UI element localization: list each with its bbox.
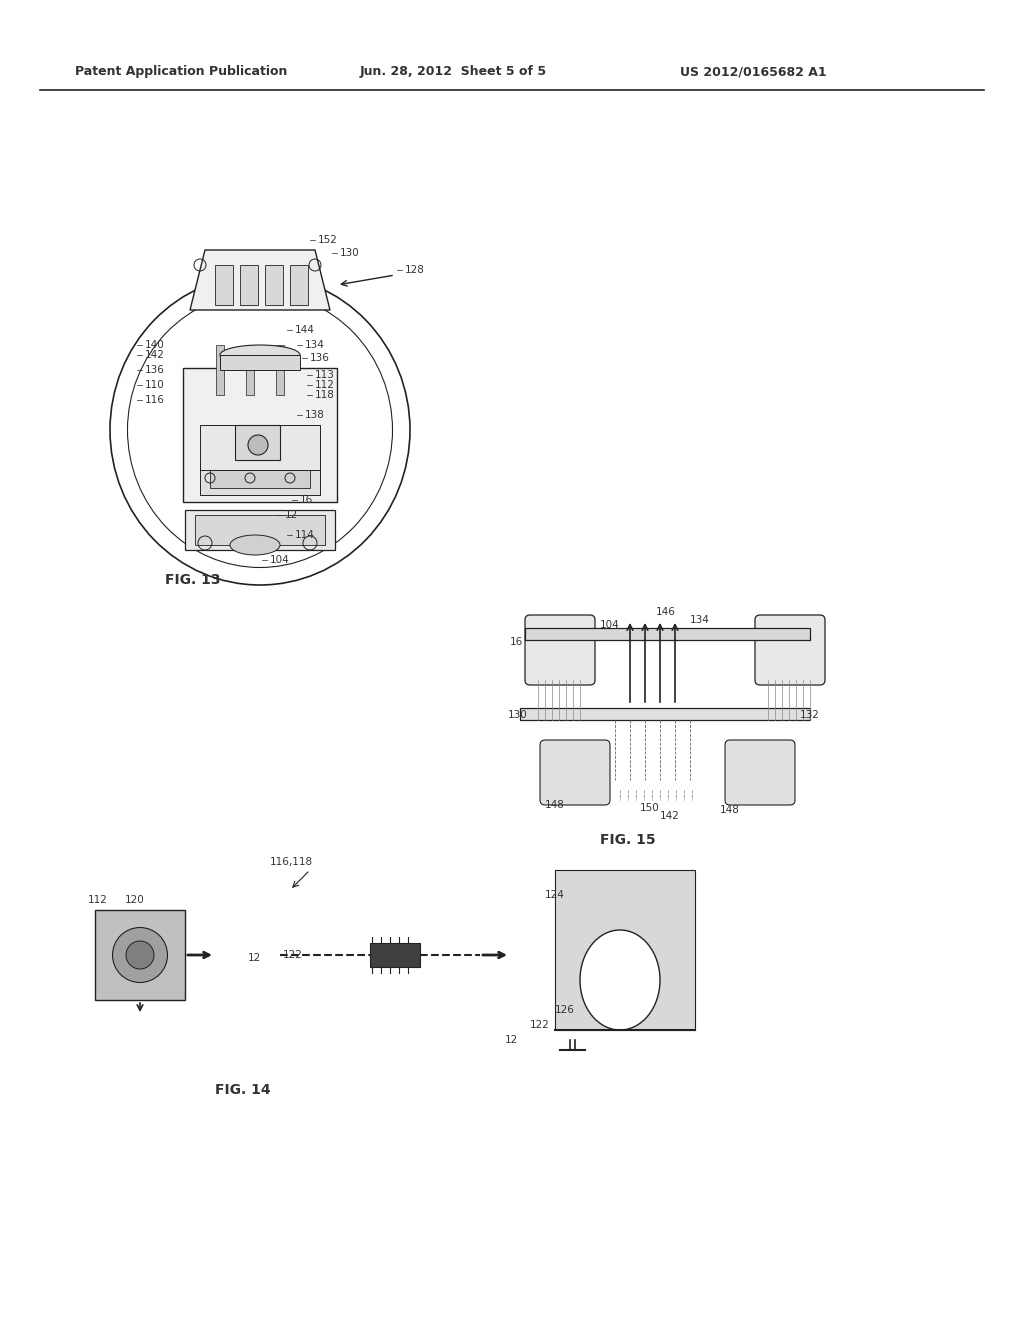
Text: 114: 114: [295, 531, 314, 540]
Bar: [195, 515, 325, 545]
Text: 120: 120: [125, 895, 144, 906]
Text: 130: 130: [508, 710, 527, 719]
Bar: [215, 265, 233, 305]
Ellipse shape: [580, 931, 660, 1030]
Ellipse shape: [113, 928, 168, 982]
Text: 134: 134: [305, 341, 325, 350]
Text: FIG. 13: FIG. 13: [165, 573, 220, 587]
Text: 152: 152: [318, 235, 338, 246]
FancyBboxPatch shape: [725, 741, 795, 805]
Text: 138: 138: [305, 411, 325, 420]
Bar: [265, 265, 283, 305]
Text: 124: 124: [545, 890, 565, 900]
Bar: [200, 465, 319, 495]
Bar: [220, 355, 300, 370]
FancyBboxPatch shape: [540, 741, 610, 805]
Text: FIG. 14: FIG. 14: [215, 1082, 270, 1097]
Bar: [185, 510, 335, 550]
Text: 113: 113: [315, 370, 335, 380]
Text: 12: 12: [505, 1035, 518, 1045]
Text: 150: 150: [640, 803, 659, 813]
Text: 116,118: 116,118: [270, 857, 313, 867]
Text: 116: 116: [145, 395, 165, 405]
Text: 16: 16: [300, 495, 313, 506]
Text: 144: 144: [295, 325, 314, 335]
Bar: [520, 708, 810, 719]
Text: 118: 118: [315, 389, 335, 400]
Bar: [95, 909, 185, 1001]
Text: FIG. 15: FIG. 15: [600, 833, 655, 847]
Bar: [290, 265, 308, 305]
FancyBboxPatch shape: [183, 368, 337, 502]
Text: 140: 140: [145, 341, 165, 350]
Text: 104: 104: [600, 620, 620, 630]
Text: Patent Application Publication: Patent Application Publication: [75, 66, 288, 78]
Ellipse shape: [220, 345, 300, 366]
Text: 136: 136: [145, 366, 165, 375]
Text: 104: 104: [270, 554, 290, 565]
Ellipse shape: [126, 941, 154, 969]
Text: 122: 122: [283, 950, 303, 960]
Text: 130: 130: [340, 248, 359, 257]
Text: 134: 134: [690, 615, 710, 624]
Text: 122: 122: [530, 1020, 550, 1030]
Text: 148: 148: [545, 800, 565, 810]
Text: 16: 16: [510, 638, 523, 647]
Text: 136: 136: [310, 352, 330, 363]
Text: US 2012/0165682 A1: US 2012/0165682 A1: [680, 66, 826, 78]
FancyBboxPatch shape: [755, 615, 825, 685]
Bar: [370, 942, 420, 968]
Text: 110: 110: [145, 380, 165, 389]
Bar: [234, 425, 280, 459]
Bar: [246, 345, 254, 395]
Text: 142: 142: [660, 810, 680, 821]
Text: 12: 12: [285, 510, 298, 520]
Bar: [240, 265, 258, 305]
Text: 148: 148: [720, 805, 740, 814]
Text: 132: 132: [800, 710, 820, 719]
Text: 128: 128: [406, 265, 425, 275]
FancyBboxPatch shape: [525, 615, 595, 685]
Text: Jun. 28, 2012  Sheet 5 of 5: Jun. 28, 2012 Sheet 5 of 5: [360, 66, 547, 78]
Text: 142: 142: [145, 350, 165, 360]
Circle shape: [248, 436, 268, 455]
Bar: [216, 345, 224, 395]
Polygon shape: [190, 249, 330, 310]
Bar: [555, 870, 695, 1030]
Text: 112: 112: [315, 380, 335, 389]
Bar: [200, 425, 319, 470]
Bar: [276, 345, 284, 395]
Ellipse shape: [230, 535, 280, 554]
Text: 146: 146: [656, 607, 676, 616]
Text: 112: 112: [88, 895, 108, 906]
Bar: [210, 470, 310, 488]
Text: 12: 12: [248, 953, 261, 964]
Text: 126: 126: [555, 1005, 574, 1015]
Bar: [525, 628, 810, 640]
